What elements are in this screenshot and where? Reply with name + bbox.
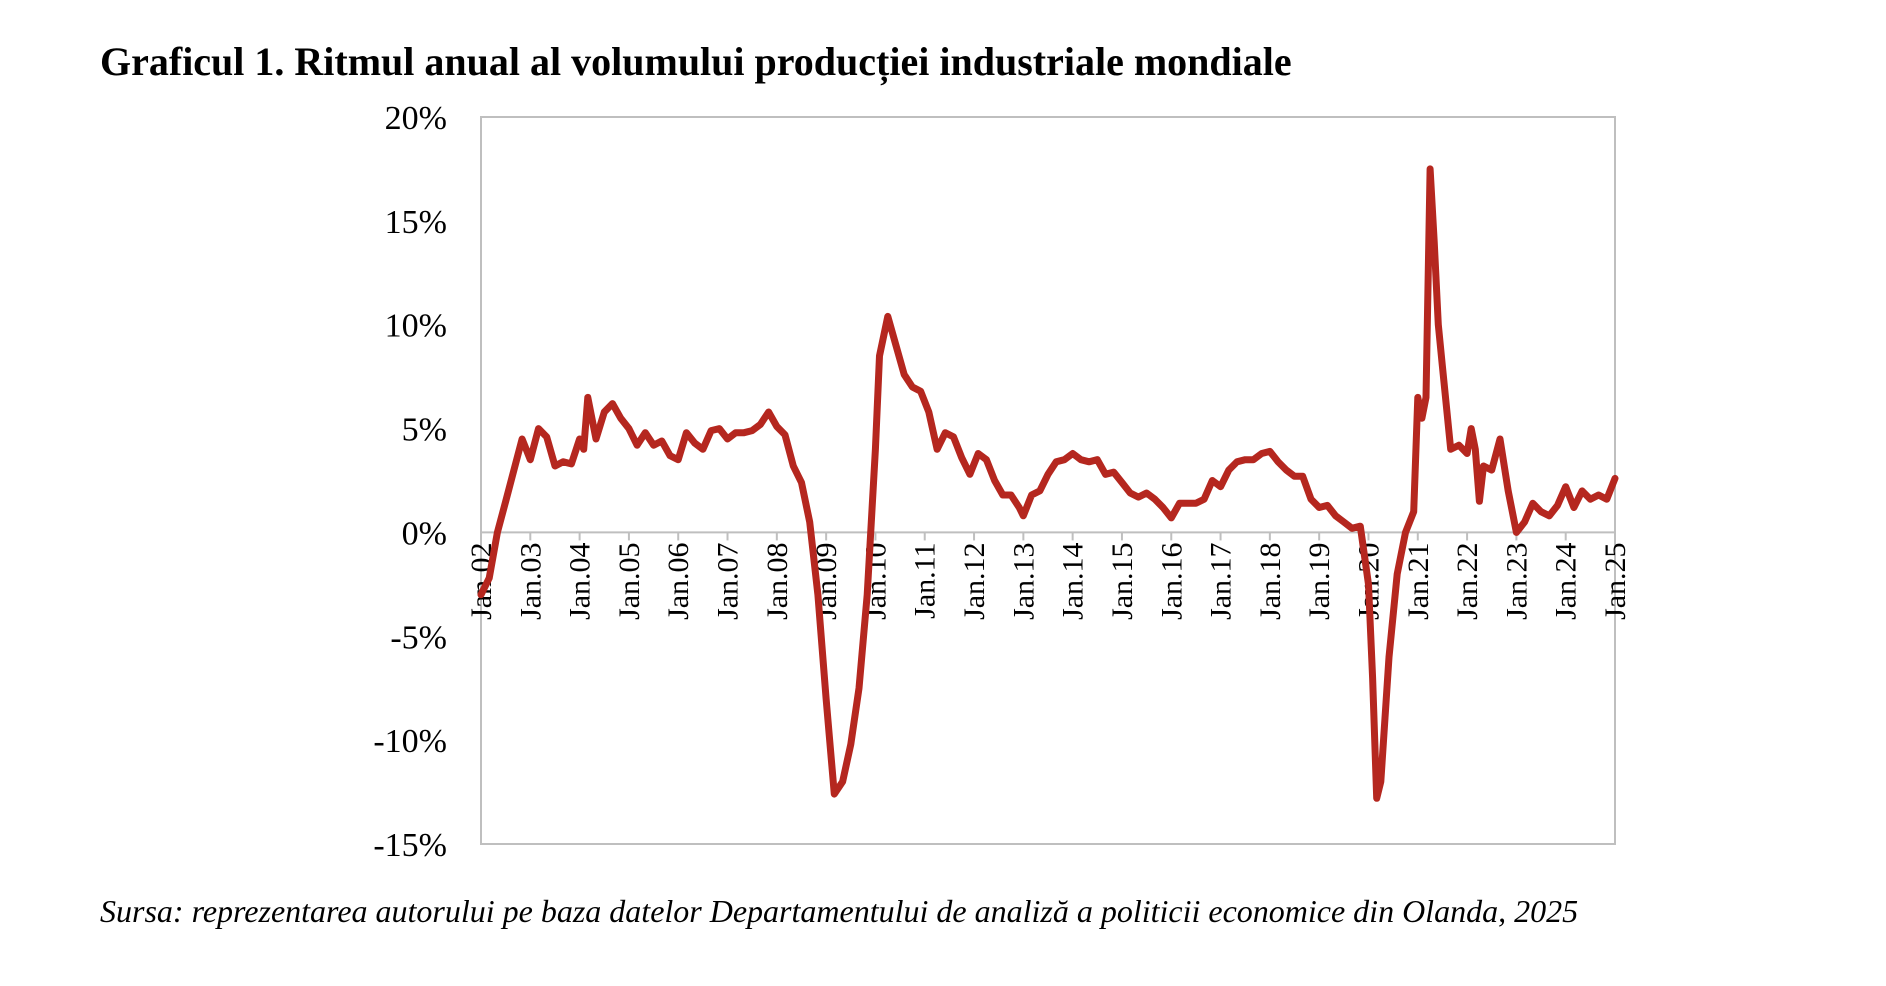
x-tick-label: Jan.12	[958, 542, 991, 620]
x-tick-label: Jan.17	[1205, 542, 1238, 620]
y-tick-label: 20%	[385, 100, 447, 137]
chart-source: Sursa: reprezentarea autorului pe baza d…	[100, 893, 1579, 929]
x-tick-label: Jan.18	[1254, 542, 1287, 620]
x-tick-label: Jan.15	[1106, 542, 1139, 620]
x-tick-label: Jan.11	[909, 542, 942, 618]
series-line	[477, 165, 1619, 802]
x-tick-label: Jan.23	[1500, 542, 1533, 620]
x-tick-label: Jan.14	[1057, 542, 1090, 620]
x-tick-label: Jan.06	[662, 542, 695, 620]
y-axis-ticks: 20% 15% 10% 5% 0% -5% -10% -15%	[373, 100, 447, 864]
x-tick-label: Jan.07	[712, 542, 745, 620]
x-tick-label: Jan.16	[1155, 542, 1188, 620]
y-tick-label: 10%	[385, 308, 447, 345]
x-axis-ticks: Jan.02 Jan.03 Jan.04 Jan.05 Jan.06 Jan.07 Jan.…	[465, 532, 1632, 620]
x-tick-label: Jan.24	[1550, 542, 1583, 620]
x-tick-label: Jan.05	[613, 542, 646, 620]
x-tick-label: Jan.19	[1303, 542, 1336, 620]
x-tick-label: Jan.08	[761, 542, 794, 620]
x-tick-label: Jan.25	[1599, 542, 1632, 620]
chart-title: Graficul 1. Ritmul anual al volumului pr…	[100, 39, 1292, 84]
y-tick-label: -5%	[390, 619, 447, 656]
y-tick-label: 15%	[385, 204, 447, 241]
y-tick-label: -15%	[373, 827, 447, 864]
x-tick-label: Jan.04	[564, 542, 597, 620]
y-tick-label: 0%	[402, 515, 447, 552]
y-tick-label: -10%	[373, 723, 447, 760]
x-tick-label: Jan.13	[1007, 542, 1040, 620]
y-tick-label: 5%	[402, 412, 447, 449]
x-tick-label: Jan.22	[1451, 542, 1484, 620]
x-tick-label: Jan.03	[514, 542, 547, 620]
x-tick-label: Jan.21	[1402, 542, 1435, 620]
line-chart: 20%15%10%5%0%-5%-10%-15% Jan.02 Jan.03 Jan…	[373, 100, 1632, 864]
